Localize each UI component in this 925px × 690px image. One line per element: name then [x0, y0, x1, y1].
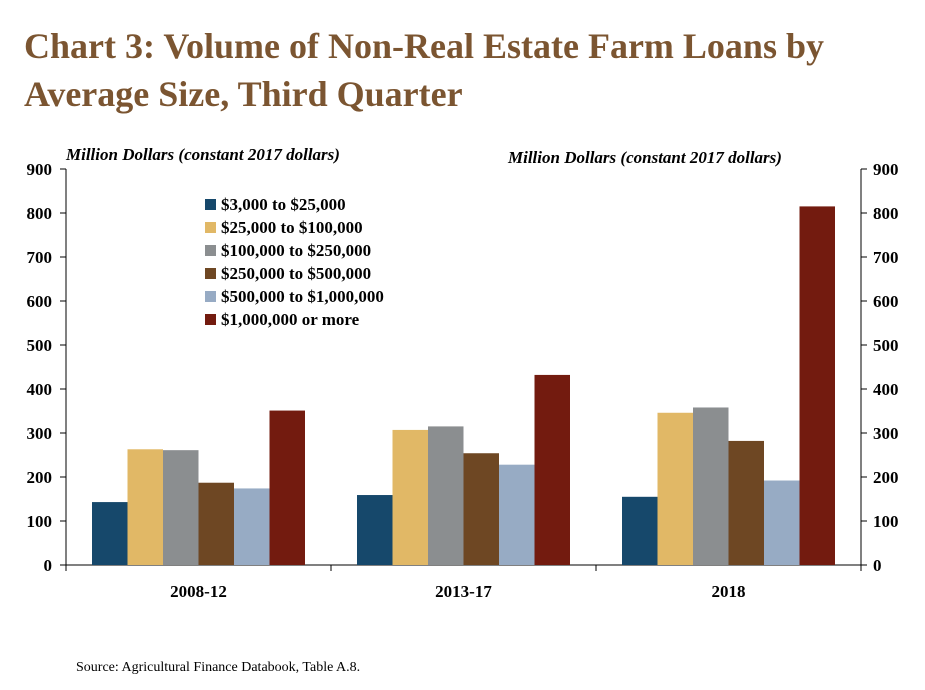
legend-swatch	[205, 199, 216, 210]
y-tick-label-left: 300	[27, 424, 53, 443]
legend-label: $500,000 to $1,000,000	[221, 287, 384, 306]
left-axis-unit-label: Million Dollars (constant 2017 dollars)	[66, 145, 340, 164]
bar	[357, 495, 393, 565]
y-tick-label-left: 800	[27, 204, 53, 223]
y-tick-label-right: 800	[873, 204, 899, 223]
legend-swatch	[205, 291, 216, 302]
y-tick-label-left: 600	[27, 292, 53, 311]
legend-swatch	[205, 314, 216, 325]
bar	[269, 410, 305, 565]
legend-label: $1,000,000 or more	[221, 310, 360, 329]
legend-label: $100,000 to $250,000	[221, 241, 371, 260]
legend-label: $3,000 to $25,000	[221, 195, 346, 214]
bar	[392, 429, 428, 565]
y-tick-label-left: 500	[27, 336, 53, 355]
bar	[799, 206, 835, 565]
y-tick-label-right: 900	[873, 160, 899, 179]
bar	[622, 496, 658, 565]
y-tick-label-left: 400	[27, 380, 53, 399]
legend-swatch	[205, 268, 216, 279]
bar	[127, 449, 163, 565]
x-tick-label: 2008-12	[170, 582, 227, 601]
bar	[534, 374, 570, 565]
y-tick-label-right: 0	[873, 556, 882, 575]
y-tick-label-left: 900	[27, 160, 53, 179]
x-tick-label: 2013-17	[435, 582, 492, 601]
legend-swatch	[205, 245, 216, 256]
bar	[428, 426, 464, 565]
legend-label: $25,000 to $100,000	[221, 218, 363, 237]
y-tick-label-right: 300	[873, 424, 899, 443]
y-tick-label-left: 0	[44, 556, 53, 575]
legend-label: $250,000 to $500,000	[221, 264, 371, 283]
source-note: Source: Agricultural Finance Databook, T…	[76, 660, 361, 675]
bar	[693, 407, 729, 565]
bar	[764, 480, 800, 565]
y-tick-label-right: 200	[873, 468, 899, 487]
y-tick-label-right: 600	[873, 292, 899, 311]
bar	[163, 450, 199, 565]
y-tick-label-right: 100	[873, 512, 899, 531]
y-tick-label-right: 400	[873, 380, 899, 399]
bar	[657, 412, 693, 565]
legend-swatch	[205, 222, 216, 233]
right-axis-unit-label: Million Dollars (constant 2017 dollars)	[508, 148, 782, 167]
x-tick-label: 2018	[712, 582, 746, 601]
y-tick-label-left: 200	[27, 468, 53, 487]
bar	[728, 440, 764, 565]
chart-title: Chart 3: Volume of Non-Real Estate Farm …	[24, 26, 824, 114]
bar	[92, 502, 128, 565]
y-tick-label-left: 700	[27, 248, 53, 267]
y-tick-label-right: 700	[873, 248, 899, 267]
bar	[463, 453, 499, 565]
bar	[198, 482, 234, 565]
y-tick-label-right: 500	[873, 336, 899, 355]
bar	[234, 488, 270, 565]
bar	[499, 464, 535, 565]
y-tick-label-left: 100	[27, 512, 53, 531]
